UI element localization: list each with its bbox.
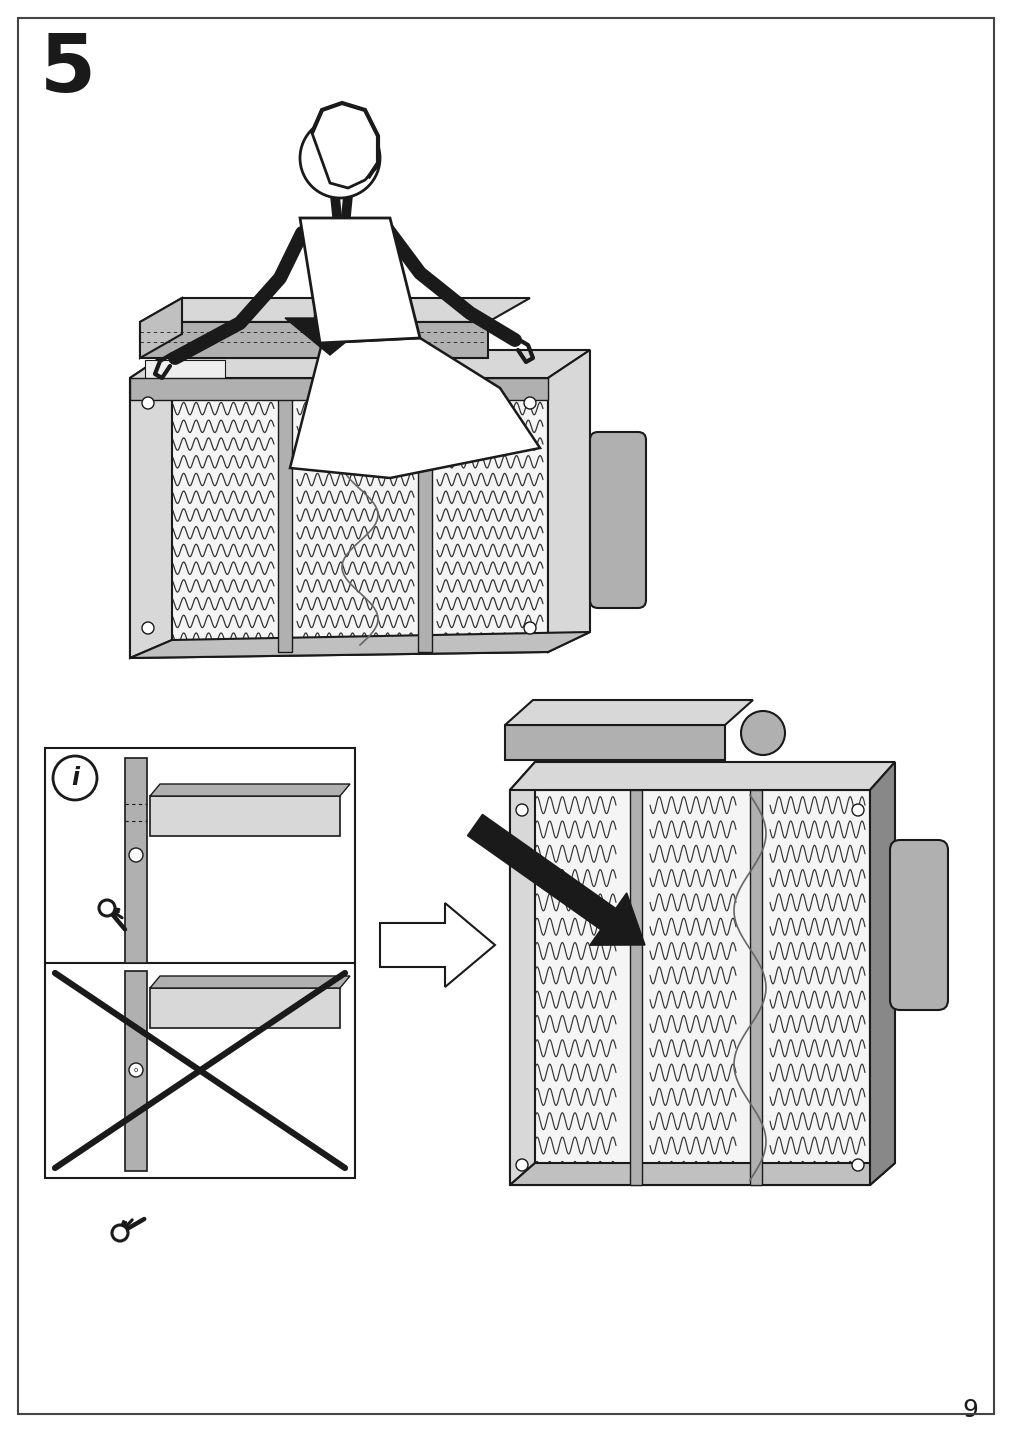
Polygon shape	[510, 762, 894, 790]
Polygon shape	[510, 1163, 894, 1186]
Circle shape	[142, 621, 154, 634]
Bar	[125, 971, 147, 1171]
Circle shape	[851, 803, 863, 816]
Bar	[125, 758, 147, 962]
Text: o: o	[133, 1067, 137, 1073]
Polygon shape	[129, 632, 589, 657]
Polygon shape	[129, 349, 172, 657]
Polygon shape	[278, 378, 292, 652]
Polygon shape	[150, 988, 340, 1028]
Polygon shape	[510, 762, 535, 1186]
Polygon shape	[129, 349, 589, 378]
Polygon shape	[504, 700, 752, 725]
Polygon shape	[467, 815, 644, 945]
Polygon shape	[548, 349, 589, 652]
Polygon shape	[299, 218, 420, 344]
Polygon shape	[285, 318, 375, 355]
Bar	[44, 748, 355, 1179]
Text: i: i	[71, 766, 79, 790]
Bar	[630, 790, 641, 1186]
Bar	[749, 790, 761, 1186]
Polygon shape	[379, 904, 494, 987]
Polygon shape	[129, 378, 548, 400]
Circle shape	[53, 756, 97, 800]
Polygon shape	[140, 298, 530, 322]
Circle shape	[524, 621, 536, 634]
Polygon shape	[140, 298, 182, 358]
Circle shape	[128, 1063, 143, 1077]
Polygon shape	[311, 103, 378, 188]
Polygon shape	[150, 977, 350, 988]
Polygon shape	[313, 271, 346, 318]
Text: 5: 5	[40, 32, 96, 109]
Bar	[145, 359, 224, 390]
Polygon shape	[129, 378, 548, 657]
Polygon shape	[150, 796, 340, 836]
Circle shape	[524, 397, 536, 410]
Circle shape	[128, 848, 143, 862]
Polygon shape	[140, 322, 487, 358]
Circle shape	[142, 397, 154, 410]
Circle shape	[851, 1158, 863, 1171]
Polygon shape	[290, 338, 540, 478]
FancyBboxPatch shape	[889, 841, 947, 1010]
Polygon shape	[504, 725, 724, 760]
Polygon shape	[869, 762, 894, 1186]
Circle shape	[516, 803, 528, 816]
FancyBboxPatch shape	[589, 432, 645, 609]
Polygon shape	[510, 790, 869, 1186]
Polygon shape	[150, 783, 350, 796]
Circle shape	[516, 1158, 528, 1171]
Text: 9: 9	[961, 1398, 977, 1422]
Circle shape	[740, 712, 785, 755]
Circle shape	[112, 1224, 127, 1242]
Polygon shape	[418, 378, 432, 652]
Circle shape	[99, 899, 115, 916]
Circle shape	[299, 117, 379, 198]
